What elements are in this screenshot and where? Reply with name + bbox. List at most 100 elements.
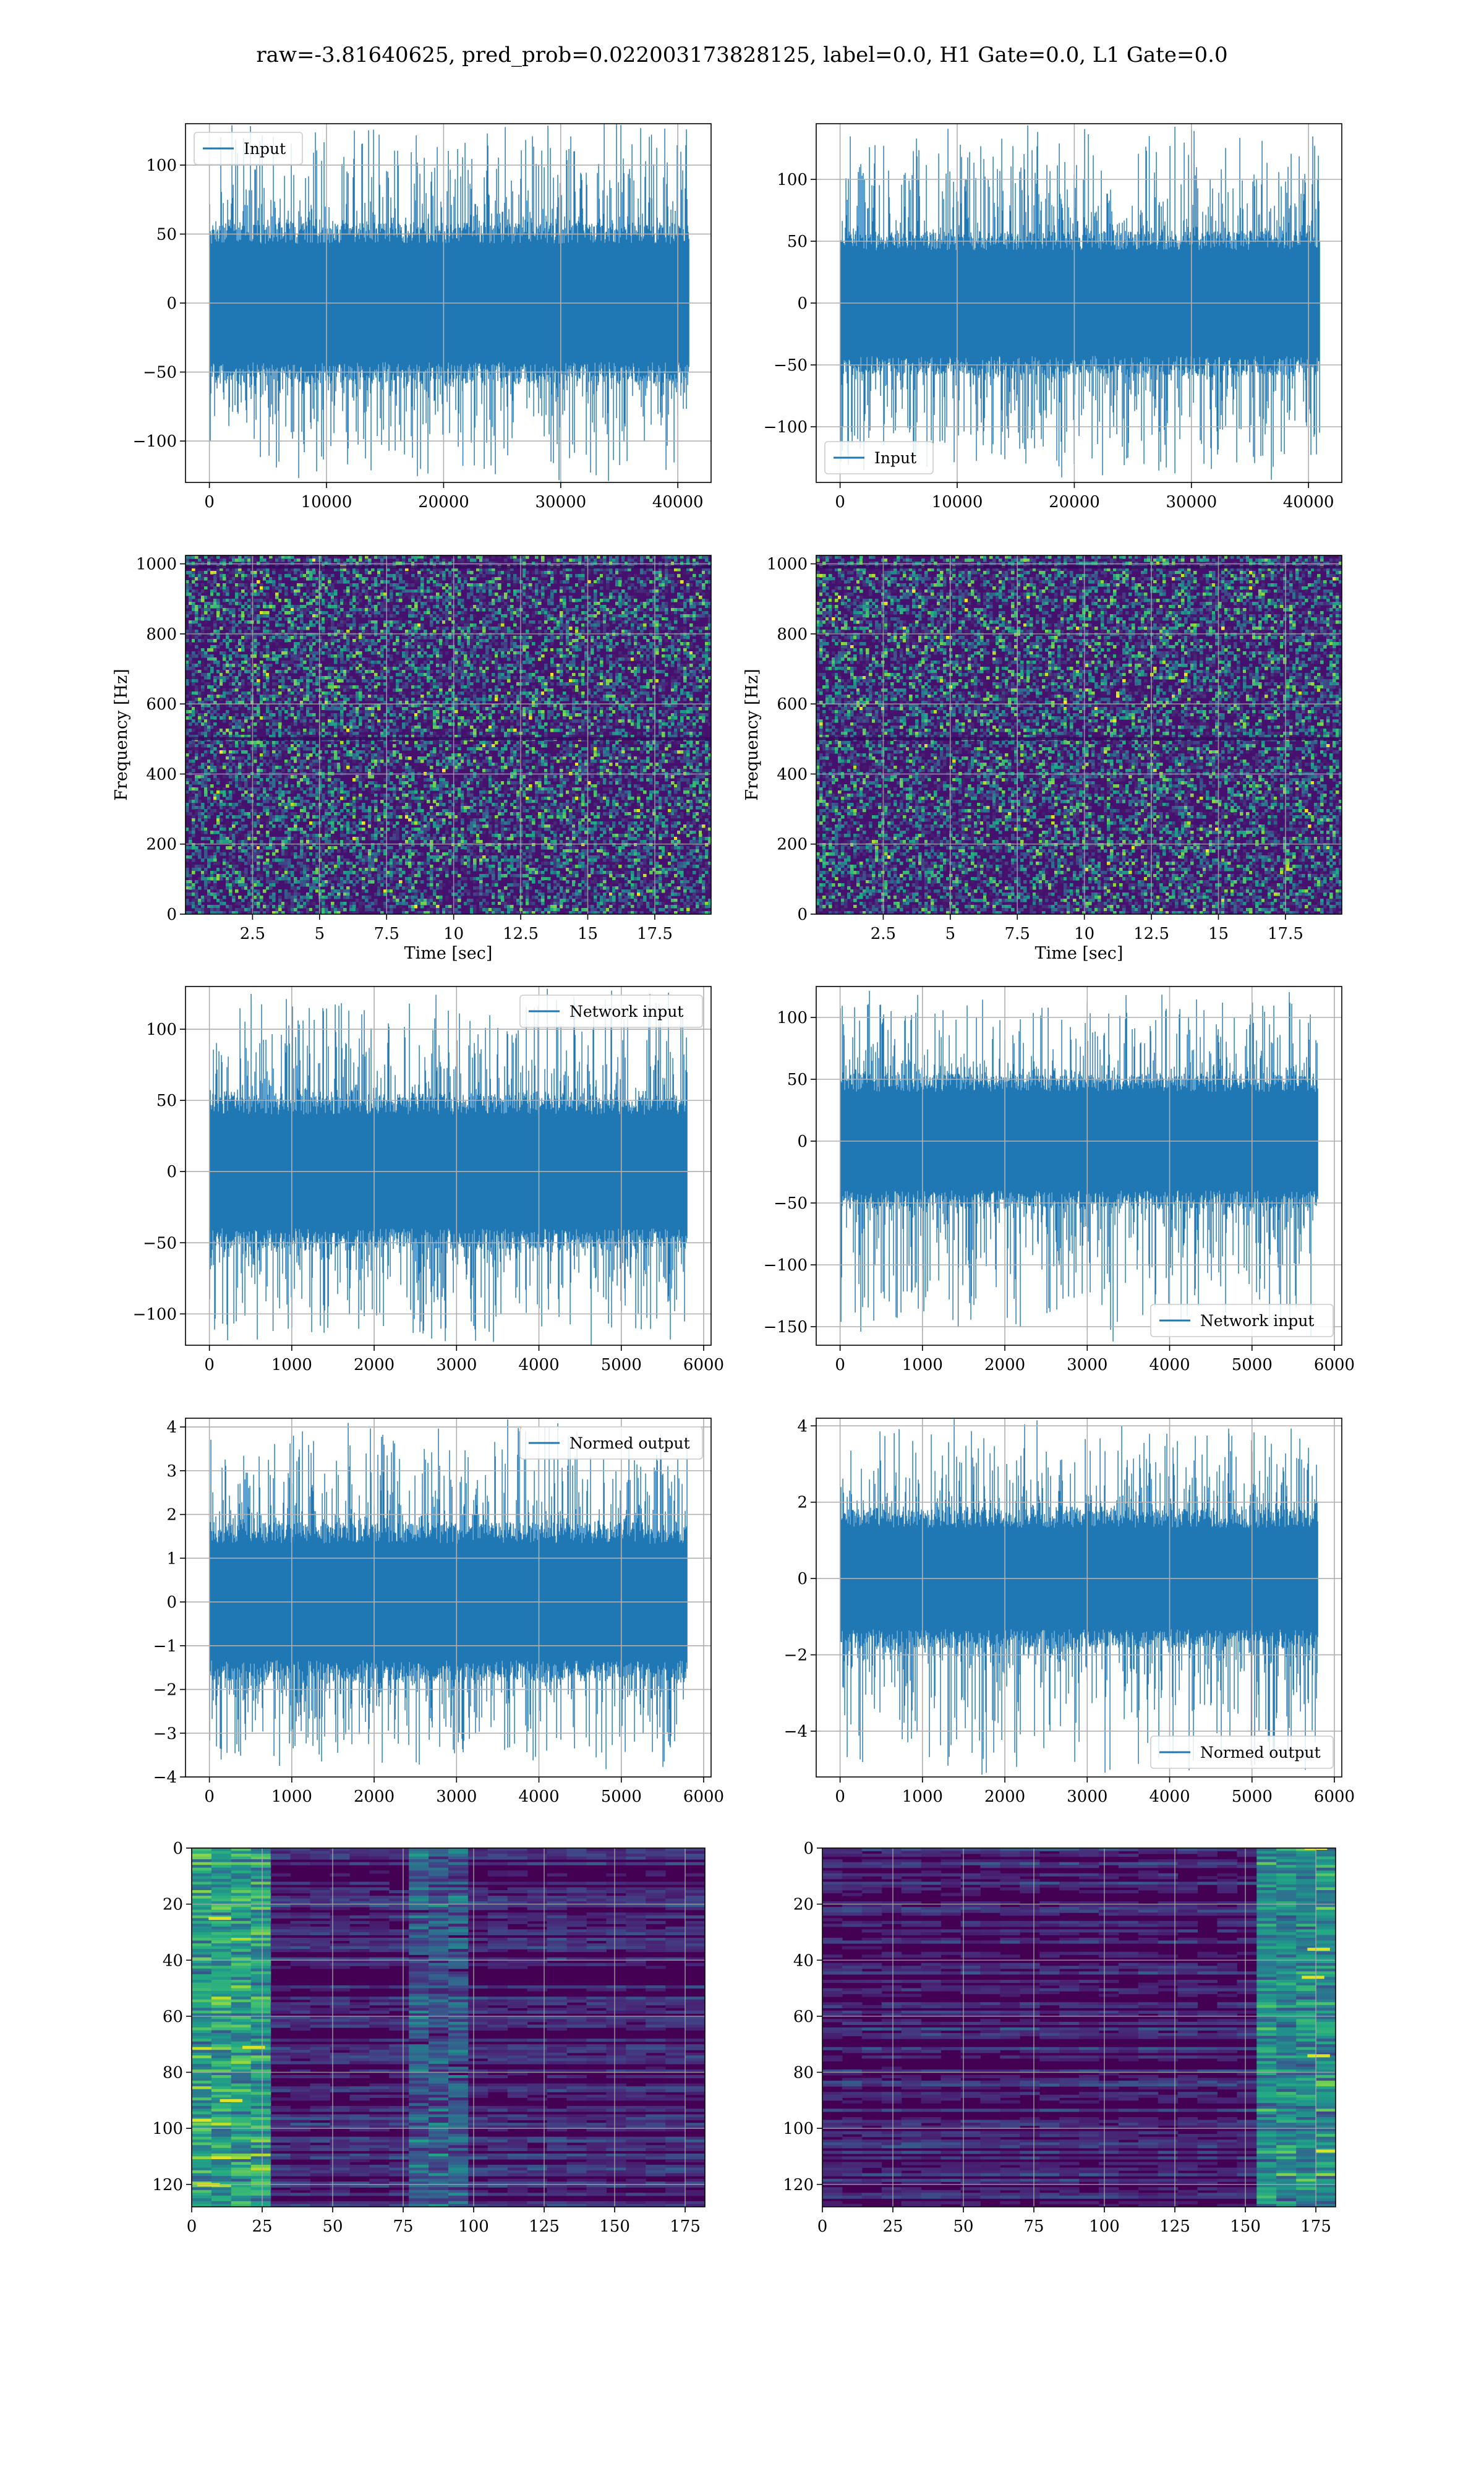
- x-tick-label: 175: [670, 2217, 701, 2236]
- x-tick-label: 75: [393, 2217, 413, 2236]
- x-tick-label: 2.5: [871, 925, 896, 943]
- y-tick-label: 20: [163, 1896, 183, 1914]
- x-tick-label: 1000: [271, 1787, 312, 1806]
- y-tick-label: 50: [787, 233, 808, 251]
- axes-frame: [822, 1847, 1336, 2207]
- x-tick-label: 3000: [1067, 1787, 1107, 1806]
- chart-panel-r1c1: 0 10000 20000 30000 40000 −100 −50 0 50 100 Input: [133, 123, 712, 511]
- y-tick-label: 100: [152, 2120, 183, 2138]
- x-tick-label: 40000: [652, 493, 704, 511]
- y-tick-label: 3: [166, 1462, 177, 1481]
- y-tick-label: 0: [166, 1163, 177, 1181]
- heatmap-image: [822, 1848, 1336, 2207]
- y-tick-label: 100: [146, 156, 177, 175]
- y-tick-label: 800: [777, 625, 808, 644]
- x-tick-label: 5000: [1232, 1787, 1273, 1806]
- y-tick-label: 50: [787, 1071, 808, 1089]
- x-tick-label: 50: [322, 2217, 343, 2236]
- legend-box: [1150, 1736, 1334, 1769]
- x-tick-label: 2.5: [240, 925, 265, 943]
- y-tick-label: 120: [152, 2176, 183, 2194]
- x-tick-label: 50: [953, 2217, 973, 2236]
- y-tick-label: 1000: [767, 555, 808, 574]
- x-tick-label: 5000: [601, 1787, 642, 1806]
- x-tick-label: 10000: [301, 493, 352, 511]
- legend-label: Network input: [569, 1003, 683, 1021]
- x-tick-label: 0: [835, 1787, 845, 1806]
- axes-frame: [191, 1847, 706, 2207]
- y-tick-label: 1: [166, 1549, 177, 1568]
- x-tick-label: 0: [204, 493, 215, 511]
- axes-frame: [185, 1418, 712, 1778]
- x-tick-label: 10: [443, 925, 464, 943]
- y-tick-label: 200: [146, 836, 177, 854]
- x-tick-label: 1000: [902, 1356, 943, 1374]
- legend-label: Input: [874, 449, 916, 467]
- heatmap-image: [192, 1848, 705, 2207]
- x-tick-label: 4000: [1149, 1356, 1190, 1374]
- chart-panel-r4c2: 0 1000 2000 3000 4000 5000 6000 −4 −2 0 2 4 Normed o…: [784, 1417, 1355, 1806]
- x-tick-label: 5000: [1232, 1356, 1273, 1374]
- y-tick-label: 400: [777, 765, 808, 784]
- y-tick-label: 100: [146, 1021, 177, 1039]
- x-tick-label: 4000: [518, 1356, 559, 1374]
- x-tick-label: 2000: [984, 1787, 1025, 1806]
- series-line: [209, 124, 689, 481]
- x-tick-label: 2000: [354, 1356, 394, 1374]
- series-line: [840, 990, 1318, 1342]
- legend-label: Normed output: [569, 1434, 690, 1452]
- series-line: [209, 988, 688, 1345]
- y-tick-label: 0: [803, 1839, 814, 1858]
- y-tick-label: −50: [143, 1234, 177, 1252]
- chart-panel-r5c2: 0 25 50 75 100 125 150 175 0 20 40 60 80 100 120: [783, 1839, 1336, 2236]
- y-tick-label: 50: [156, 225, 177, 244]
- y-tick-label: 50: [156, 1092, 177, 1110]
- y-tick-label: 600: [146, 695, 177, 714]
- y-tick-label: −50: [143, 364, 177, 382]
- x-tick-label: 15: [1208, 925, 1229, 943]
- x-axis-label: Time [sec]: [404, 944, 493, 963]
- x-tick-label: 100: [458, 2217, 489, 2236]
- y-tick-label: 400: [146, 765, 177, 784]
- legend: Network input: [519, 995, 703, 1028]
- chart-panel-r2c1: 2.5 5 7.5 10 12.5 15 17.5 0 200 400 600 800 1000 Time…: [112, 555, 712, 963]
- chart-panel-r4c1: 0 1000 2000 3000 4000 5000 6000 −4 −3 −2 −1 0 1 2 3 4 No…: [153, 1418, 724, 1806]
- x-tick-label: 0: [204, 1356, 215, 1374]
- y-axis-label: Frequency [Hz]: [743, 669, 762, 800]
- y-tick-label: 0: [797, 1570, 808, 1588]
- chart-panel-r2c2: 2.5 5 7.5 10 12.5 15 17.5 0 200 400 600 800 1000 Time…: [743, 555, 1342, 963]
- grid: [816, 987, 1342, 1345]
- figure-title: raw=-3.81640625, pred_prob=0.02200317382…: [256, 43, 1227, 67]
- grid: [816, 1418, 1342, 1777]
- axes-frame: [816, 1418, 1342, 1778]
- x-tick-label: 12.5: [1133, 925, 1169, 943]
- x-tick-label: 17.5: [637, 925, 673, 943]
- y-tick-label: 200: [777, 836, 808, 854]
- y-tick-label: 0: [797, 1132, 808, 1151]
- x-tick-label: 7.5: [1005, 925, 1030, 943]
- x-tick-label: 20000: [418, 493, 469, 511]
- y-tick-label: −2: [153, 1681, 177, 1700]
- x-tick-label: 5000: [601, 1356, 642, 1374]
- y-tick-label: −150: [764, 1318, 808, 1337]
- grid: [186, 124, 711, 482]
- x-tick-label: 30000: [1166, 493, 1217, 511]
- y-tick-label: 100: [777, 1009, 808, 1027]
- x-tick-label: 4000: [1149, 1787, 1190, 1806]
- x-tick-label: 25: [882, 2217, 903, 2236]
- legend: Input: [824, 441, 934, 474]
- legend-box: [519, 1426, 703, 1460]
- x-tick-label: 30000: [535, 493, 586, 511]
- x-axis-label: Time [sec]: [1035, 944, 1124, 963]
- y-tick-label: −1: [153, 1637, 177, 1656]
- legend-box: [824, 441, 934, 474]
- y-tick-label: −50: [774, 1194, 808, 1213]
- y-tick-label: 0: [173, 1839, 183, 1858]
- x-tick-label: 5: [315, 925, 325, 943]
- axes-frame: [816, 986, 1342, 1346]
- y-tick-label: 100: [777, 171, 808, 189]
- x-tick-label: 3000: [436, 1356, 477, 1374]
- x-tick-label: 2000: [354, 1787, 394, 1806]
- x-tick-label: 20000: [1049, 493, 1100, 511]
- y-tick-label: 0: [797, 905, 808, 924]
